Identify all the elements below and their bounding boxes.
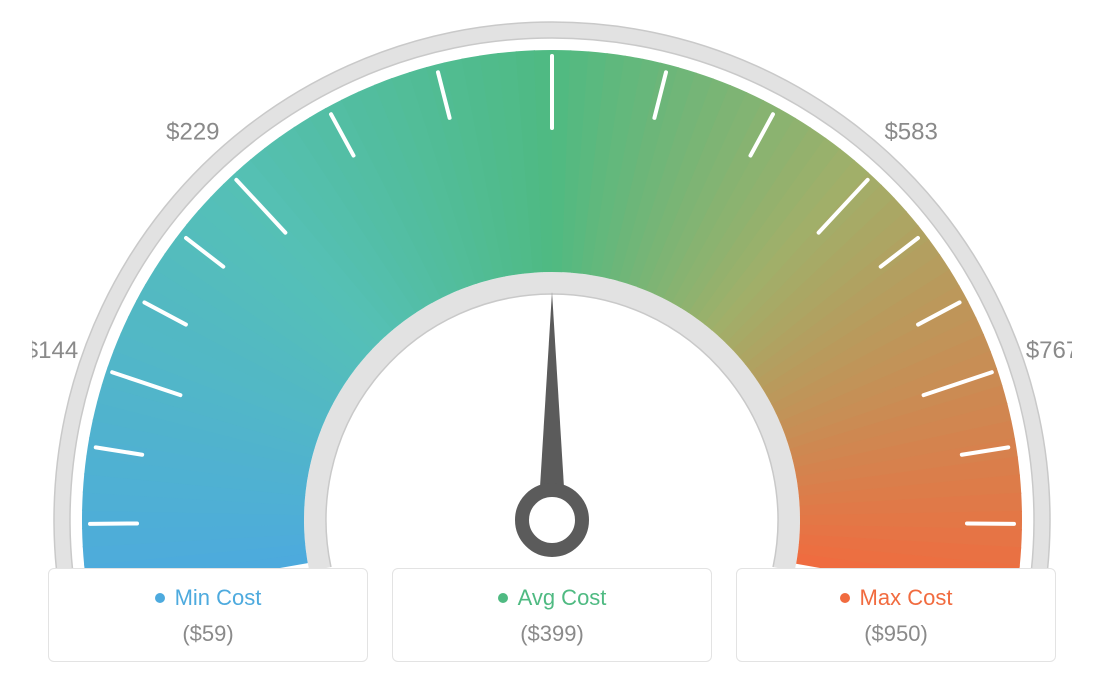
legend-dot-max: [840, 593, 850, 603]
legend-title-min: Min Cost: [155, 585, 262, 611]
gauge-tick-label: $583: [884, 118, 937, 145]
legend-value-max: ($950): [737, 621, 1055, 647]
legend-row: Min Cost ($59) Avg Cost ($399) Max Cost …: [48, 568, 1056, 662]
cost-gauge: $59$144$229$399$583$767$950: [32, 10, 1072, 550]
gauge-tick-label: $144: [32, 337, 78, 364]
legend-card-max: Max Cost ($950): [736, 568, 1056, 662]
legend-label-min: Min Cost: [175, 585, 262, 611]
legend-dot-min: [155, 593, 165, 603]
legend-label-max: Max Cost: [860, 585, 953, 611]
legend-card-min: Min Cost ($59): [48, 568, 368, 662]
gauge-tick-label: $229: [166, 118, 219, 145]
legend-value-avg: ($399): [393, 621, 711, 647]
legend-label-avg: Avg Cost: [518, 585, 607, 611]
legend-card-avg: Avg Cost ($399): [392, 568, 712, 662]
legend-title-avg: Avg Cost: [498, 585, 607, 611]
legend-title-max: Max Cost: [840, 585, 953, 611]
gauge-tick-label: $767: [1026, 337, 1072, 364]
legend-value-min: ($59): [49, 621, 367, 647]
legend-dot-avg: [498, 593, 508, 603]
gauge-svg: $59$144$229$399$583$767$950: [32, 10, 1072, 570]
